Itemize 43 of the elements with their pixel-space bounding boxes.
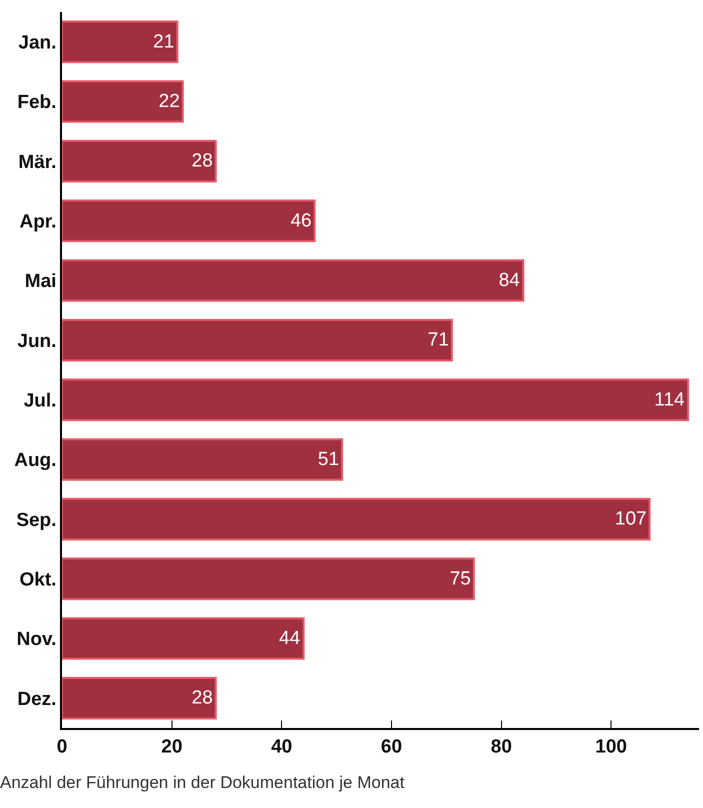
data-label: 51 <box>318 449 340 470</box>
bar <box>62 617 305 660</box>
x-tick-label: 80 <box>490 736 512 758</box>
data-label: 22 <box>158 91 180 112</box>
x-tick-label: 100 <box>595 736 627 758</box>
data-label: 107 <box>614 508 647 530</box>
y-tick-label: Mai <box>24 271 56 292</box>
y-tick-label: Dez. <box>17 688 56 710</box>
x-tick-label: 40 <box>271 736 292 758</box>
data-label: 28 <box>192 688 213 709</box>
y-tick-label: Okt. <box>19 569 56 590</box>
data-label: 84 <box>498 270 520 291</box>
data-label: 21 <box>153 31 174 52</box>
bar <box>62 498 651 540</box>
y-tick-label: Nov. <box>16 629 56 650</box>
bar <box>62 378 690 422</box>
y-tick-label: Mär. <box>18 152 56 173</box>
data-label: 44 <box>279 628 301 649</box>
bar <box>62 200 316 242</box>
x-tick-label: 0 <box>56 736 68 758</box>
y-tick-label: Sep. <box>16 510 56 531</box>
y-tick-label: Jul. <box>24 390 56 412</box>
y-tick-label: Aug. <box>14 450 56 472</box>
bar <box>62 318 453 362</box>
bar <box>62 259 524 302</box>
bar <box>62 676 217 720</box>
x-tick-label: 20 <box>161 736 182 758</box>
bar <box>62 140 217 182</box>
x-tick-label: 60 <box>380 736 402 758</box>
y-tick-label: Apr. <box>19 211 56 232</box>
bar <box>62 20 178 64</box>
text: Anzahl der Führungen in der Dokumentation je Monat <box>0 773 405 792</box>
data-label: 46 <box>290 210 312 232</box>
y-tick-label: Jun. <box>17 330 56 352</box>
bar <box>62 558 475 600</box>
bar <box>62 438 344 481</box>
y-tick-label: Feb. <box>17 92 56 114</box>
data-label: 28 <box>192 150 213 172</box>
y-tick-label: Jan. <box>18 32 56 54</box>
data-label: 114 <box>654 389 686 410</box>
data-label: 75 <box>450 568 471 590</box>
data-label: 71 <box>428 330 449 351</box>
bar <box>62 80 184 123</box>
